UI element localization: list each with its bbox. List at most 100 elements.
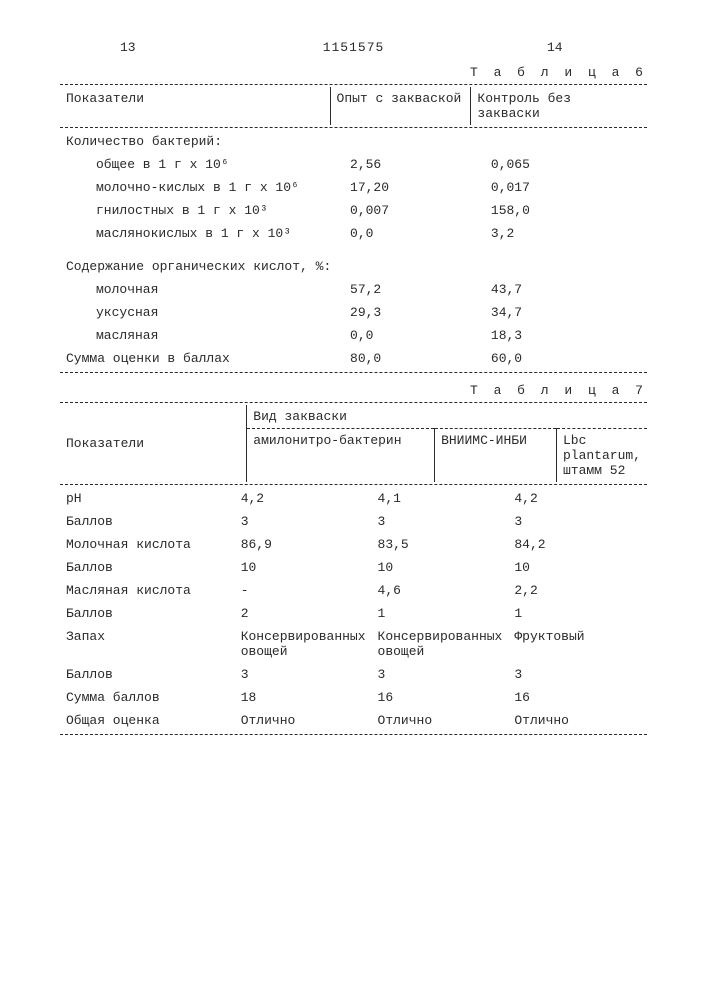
row-value: 3 bbox=[372, 510, 509, 533]
row-value: 2,56 bbox=[330, 153, 471, 176]
table-row: маслянокислых в 1 г х 10³0,03,2 bbox=[60, 222, 647, 245]
table-row: Молочная кислота86,983,584,2 bbox=[60, 533, 647, 556]
table6-section2-title-row: Содержание органических кислот, %: bbox=[60, 255, 647, 278]
row-label: pH bbox=[60, 487, 235, 510]
row-value: 3,2 bbox=[471, 222, 647, 245]
row-value: 2 bbox=[235, 602, 372, 625]
row-label: маслянокислых в 1 г х 10³ bbox=[60, 222, 330, 245]
row-value: 1 bbox=[508, 602, 647, 625]
row-value: 84,2 bbox=[508, 533, 647, 556]
row-value: 18,3 bbox=[471, 324, 647, 347]
table7-body: pH4,24,14,2Баллов333Молочная кислота86,9… bbox=[60, 487, 647, 732]
row-value: 17,20 bbox=[330, 176, 471, 199]
row-value: Консервированных овощей bbox=[235, 625, 372, 663]
table-row: гнилостных в 1 г х 10³0,007158,0 bbox=[60, 199, 647, 222]
table7-caption: Т а б л и ц а 7 bbox=[60, 383, 647, 398]
row-value: Отлично bbox=[372, 709, 509, 732]
row-value: 3 bbox=[508, 510, 647, 533]
row-label: Общая оценка bbox=[60, 709, 235, 732]
table-row: Баллов333 bbox=[60, 663, 647, 686]
table7-header-s3: Lbc plantarum, штамм 52 bbox=[556, 429, 647, 483]
row-label: гнилостных в 1 г х 10³ bbox=[60, 199, 330, 222]
divider bbox=[60, 372, 647, 373]
row-label: масляная bbox=[60, 324, 330, 347]
table6-body: Количество бактерий: общее в 1 г х 10⁶2,… bbox=[60, 130, 647, 370]
row-value: 0,017 bbox=[471, 176, 647, 199]
row-value: 0,0 bbox=[330, 324, 471, 347]
table-row: уксусная29,334,7 bbox=[60, 301, 647, 324]
table-row: Общая оценкаОтличноОтличноОтлично bbox=[60, 709, 647, 732]
table7-header-s2: ВНИИМС-ИНБИ bbox=[435, 429, 557, 483]
table6-caption: Т а б л и ц а 6 bbox=[60, 65, 647, 80]
table6: Показатели Опыт с закваской Контроль без… bbox=[60, 87, 647, 125]
table6-header-c1: Показатели bbox=[60, 87, 330, 125]
row-value: 29,3 bbox=[330, 301, 471, 324]
table6-sum-v2: 60,0 bbox=[471, 347, 647, 370]
table-row: Масляная кислота-4,62,2 bbox=[60, 579, 647, 602]
table7-header-c1: Показатели bbox=[60, 405, 247, 482]
row-value: 10 bbox=[235, 556, 372, 579]
row-value: 3 bbox=[235, 663, 372, 686]
row-value: - bbox=[235, 579, 372, 602]
row-label: Баллов bbox=[60, 663, 235, 686]
row-value: 34,7 bbox=[471, 301, 647, 324]
row-value: 16 bbox=[508, 686, 647, 709]
row-label: уксусная bbox=[60, 301, 330, 324]
row-value: 10 bbox=[372, 556, 509, 579]
table6-section1-title-row: Количество бактерий: bbox=[60, 130, 647, 153]
table6-sum-row: Сумма оценки в баллах 80,0 60,0 bbox=[60, 347, 647, 370]
table6-header-c3: Контроль без закваски bbox=[471, 87, 647, 125]
table-row: молочно-кислых в 1 г х 10⁶17,200,017 bbox=[60, 176, 647, 199]
row-label: Баллов bbox=[60, 556, 235, 579]
row-value: 16 bbox=[372, 686, 509, 709]
row-value: 0,0 bbox=[330, 222, 471, 245]
row-value: 83,5 bbox=[372, 533, 509, 556]
divider bbox=[60, 734, 647, 735]
row-value: Фруктовый bbox=[508, 625, 647, 663]
table-row: Баллов211 bbox=[60, 602, 647, 625]
row-value: Консервированных овощей bbox=[372, 625, 509, 663]
row-label: молочная bbox=[60, 278, 330, 301]
table6-sum-v1: 80,0 bbox=[330, 347, 471, 370]
table6-sum-label: Сумма оценки в баллах bbox=[60, 347, 330, 370]
table6-section2-title: Содержание органических кислот, %: bbox=[60, 255, 647, 278]
divider bbox=[60, 484, 647, 485]
row-label: Сумма баллов bbox=[60, 686, 235, 709]
row-value: 3 bbox=[372, 663, 509, 686]
table6-header-c2: Опыт с закваской bbox=[330, 87, 471, 125]
page-number-left: 13 bbox=[120, 40, 160, 55]
table7-header-row1: Показатели Вид закваски bbox=[60, 405, 647, 429]
row-label: Баллов bbox=[60, 602, 235, 625]
row-value: 4,1 bbox=[372, 487, 509, 510]
row-label: молочно-кислых в 1 г х 10⁶ bbox=[60, 176, 330, 199]
row-label: Запах bbox=[60, 625, 235, 663]
page-number-right: 14 bbox=[547, 40, 587, 55]
page-header: 13 1151575 14 bbox=[60, 40, 647, 55]
row-value: 158,0 bbox=[471, 199, 647, 222]
table-row: ЗапахКонсервированных овощейКонсервирова… bbox=[60, 625, 647, 663]
row-value: 0,065 bbox=[471, 153, 647, 176]
row-label: общее в 1 г х 10⁶ bbox=[60, 153, 330, 176]
row-value: 10 bbox=[508, 556, 647, 579]
table-row: pH4,24,14,2 bbox=[60, 487, 647, 510]
row-value: 0,007 bbox=[330, 199, 471, 222]
row-value: 4,2 bbox=[235, 487, 372, 510]
table7-header-group: Вид закваски bbox=[247, 405, 647, 429]
row-value: 2,2 bbox=[508, 579, 647, 602]
row-value: 4,6 bbox=[372, 579, 509, 602]
row-value: 4,2 bbox=[508, 487, 647, 510]
table-row: Баллов101010 bbox=[60, 556, 647, 579]
document-number: 1151575 bbox=[160, 40, 547, 55]
row-value: 18 bbox=[235, 686, 372, 709]
divider bbox=[60, 402, 647, 403]
table-row: Баллов333 bbox=[60, 510, 647, 533]
row-label: Масляная кислота bbox=[60, 579, 235, 602]
row-value: 1 bbox=[372, 602, 509, 625]
row-value: 3 bbox=[508, 663, 647, 686]
row-value: 57,2 bbox=[330, 278, 471, 301]
table-row: Сумма баллов181616 bbox=[60, 686, 647, 709]
table-row: молочная57,243,7 bbox=[60, 278, 647, 301]
table6-header-row: Показатели Опыт с закваской Контроль без… bbox=[60, 87, 647, 125]
table7-header-s1: амилонитро-бактерин bbox=[247, 429, 435, 483]
row-value: 43,7 bbox=[471, 278, 647, 301]
